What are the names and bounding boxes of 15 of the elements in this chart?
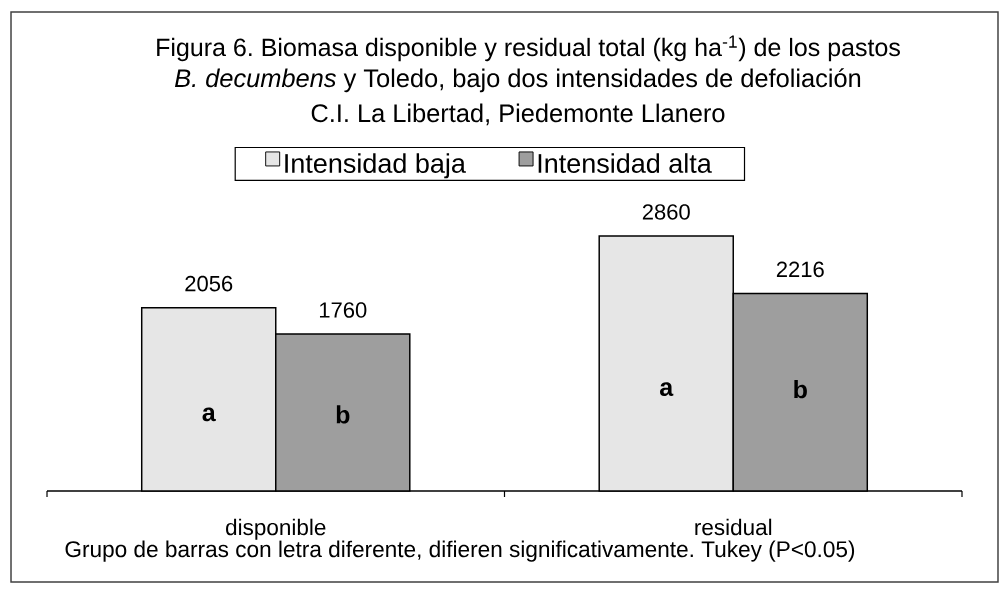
x-tick-label: disponible bbox=[226, 518, 326, 540]
annotation: b bbox=[336, 405, 350, 424]
annotation: a bbox=[202, 407, 216, 422]
annotation: b bbox=[794, 379, 807, 399]
data-label: 1760 bbox=[319, 302, 367, 318]
chart-subtitle: B. decumbens y Toledo, bajo dos intensidades de defoliación C.I. La Libertad, Piedemonte Llanero bbox=[174, 68, 861, 126]
annotation: a bbox=[660, 382, 674, 397]
data-label: 2056 bbox=[185, 275, 233, 292]
text: Grupo de barras con letra diferente, difieren significativamente. Tukey (P<0.05) bbox=[65, 540, 855, 562]
x-tick-label: residual bbox=[695, 518, 772, 536]
data-label: 2216 bbox=[776, 261, 824, 278]
chart-title: Figura 6. Biomasa disponible y residual total (kg ha$^{-1}$) de los pastos bbox=[157, 35, 900, 62]
legend-label: Intensidad baja bbox=[285, 153, 466, 179]
legend-label: Intensidad alta bbox=[538, 153, 712, 173]
data-label: 2860 bbox=[642, 204, 690, 220]
